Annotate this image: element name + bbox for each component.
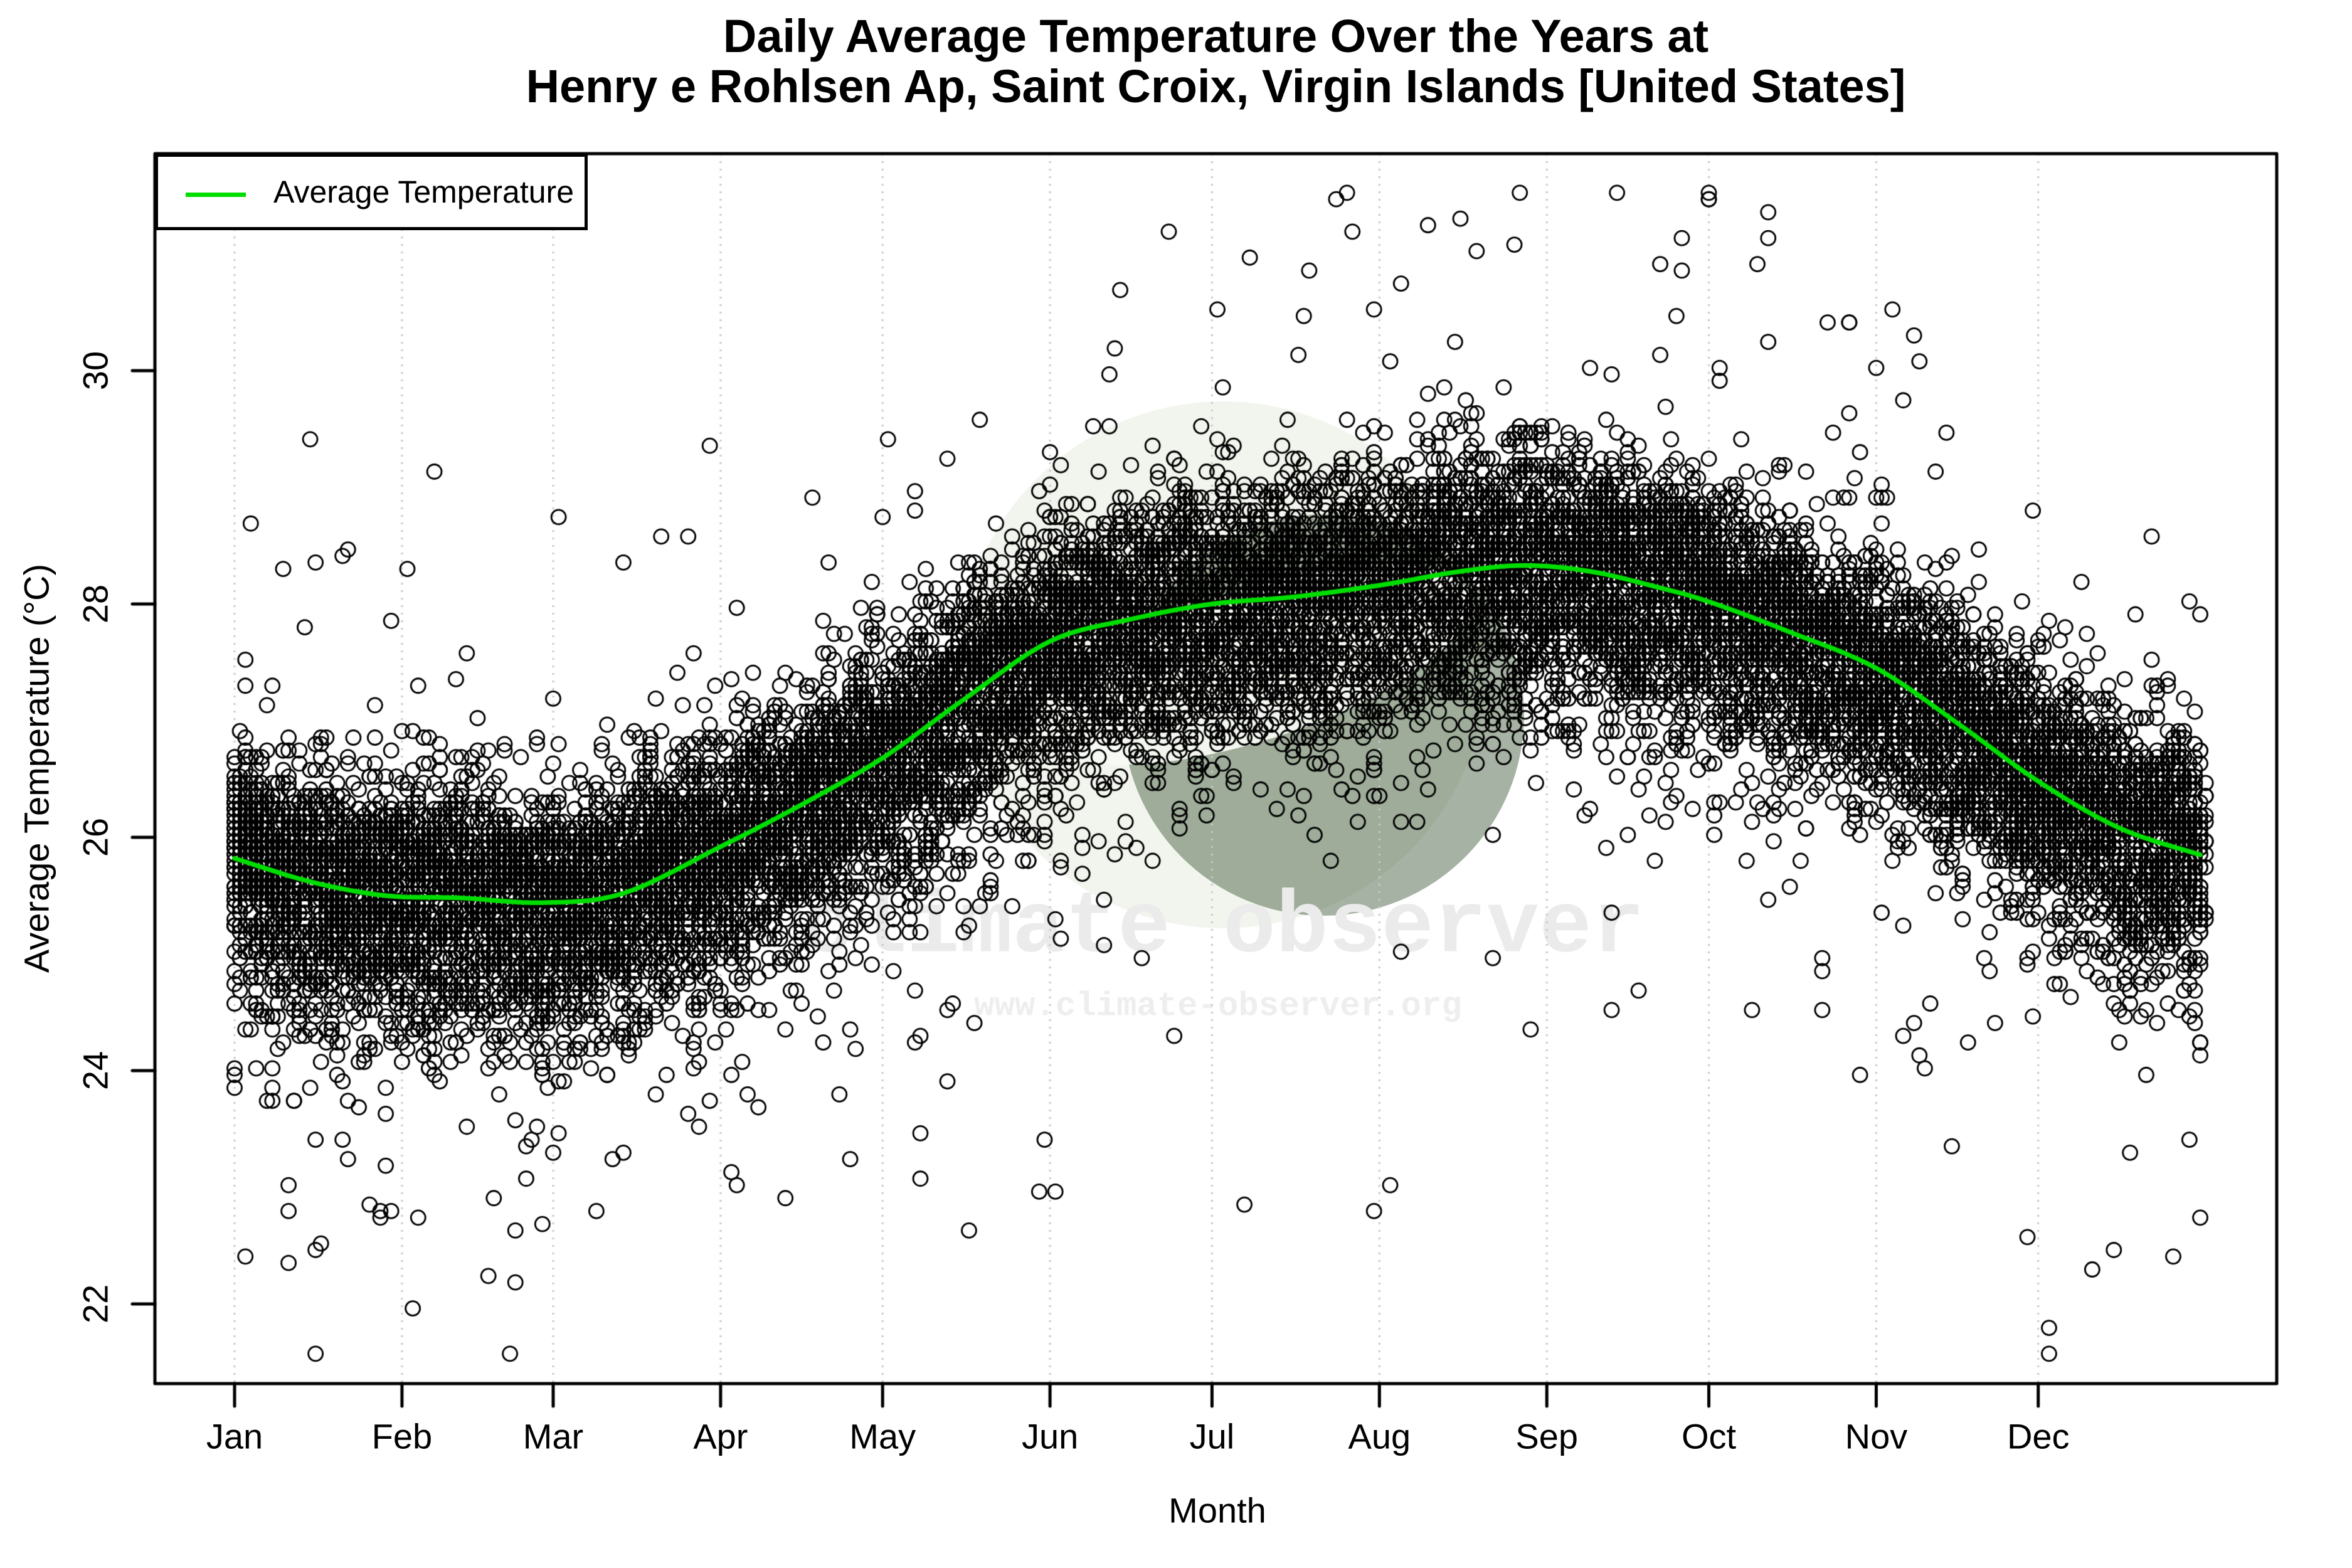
x-tick-label-apr: Apr [693,1416,748,1456]
legend-line-sample [186,193,246,197]
x-tick-label-dec: Dec [2006,1416,2070,1456]
x-tick-label-may: May [849,1416,916,1456]
x-tick-label-feb: Feb [371,1416,433,1456]
y-axis-title: Average Temperature (°C) [16,563,56,973]
x-tick-label-sep: Sep [1515,1416,1579,1456]
x-axis-title: Month [1168,1490,1266,1530]
y-tick-label-22: 22 [75,1284,115,1324]
chart-title: Daily Average Temperature Over the Years… [155,11,2277,112]
x-tick-label-nov: Nov [1845,1416,1908,1456]
x-tick-label-jun: Jun [1021,1416,1079,1456]
legend-label: Average Temperature [273,174,575,209]
chart-title-line1: Daily Average Temperature Over the Years… [723,10,1709,62]
x-tick-label-aug: Aug [1348,1416,1411,1456]
x-tick-label-mar: Mar [522,1416,584,1456]
y-tick-label-28: 28 [75,584,115,624]
y-tick-label-24: 24 [75,1051,115,1091]
legend-box: Average Temperature [155,154,588,230]
y-tick-label-26: 26 [75,817,115,857]
chart-title-line2: Henry e Rohlsen Ap, Saint Croix, Virgin … [526,60,1906,112]
y-tick-label-30: 30 [75,351,115,391]
x-tick-label-oct: Oct [1681,1416,1737,1456]
x-tick-label-jan: Jan [206,1416,263,1456]
x-tick-label-jul: Jul [1189,1416,1235,1456]
